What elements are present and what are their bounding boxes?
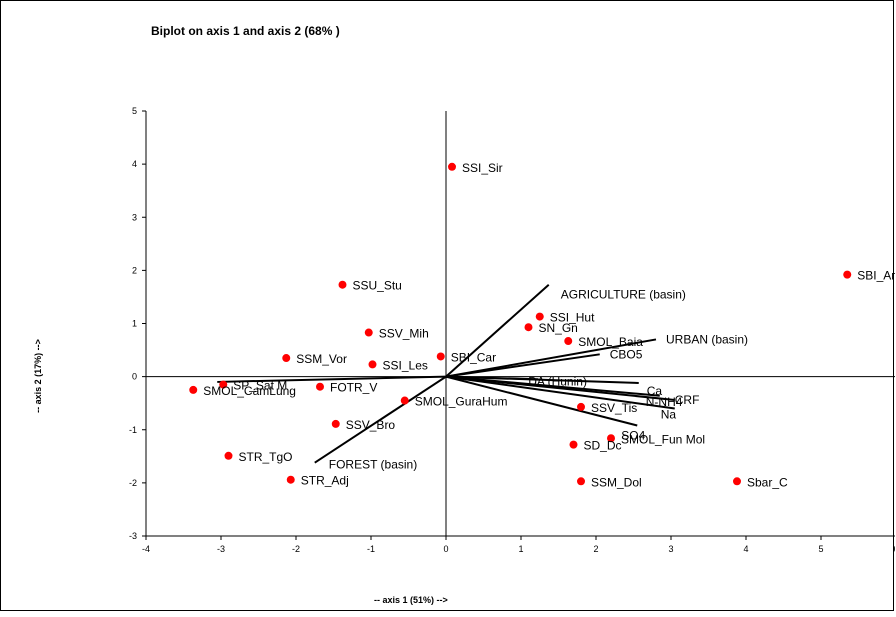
x-tick-label: 1	[518, 544, 523, 554]
point-label: SSI_Les	[383, 358, 428, 372]
y-tick-label: -1	[129, 425, 137, 435]
point-label: SMOL_Baia	[578, 335, 643, 349]
score-point	[282, 354, 291, 363]
loading-vector	[445, 375, 675, 410]
axes: -4 -3 -2 -1 0 1 2 3 4 5 6 -3 -2 -1 0 1 2 3 4 5	[129, 106, 896, 554]
point-label: SSV_Bro	[346, 418, 396, 432]
score-point	[564, 337, 573, 346]
point-label: SD_Dc	[584, 439, 622, 453]
score-point	[535, 312, 544, 321]
score-point	[569, 440, 578, 449]
y-tick-label: 1	[132, 319, 137, 329]
y-tick-label: 2	[132, 265, 137, 275]
x-tick-label: -1	[367, 544, 375, 554]
loading-vector	[445, 375, 675, 401]
vector-label: Na	[661, 408, 677, 422]
x-tick-label: 3	[668, 544, 673, 554]
y-tick-label: 3	[132, 212, 137, 222]
x-tick-label: -2	[292, 544, 300, 554]
point-label: SSI_Sir	[462, 161, 503, 175]
x-tick-label: 2	[593, 544, 598, 554]
score-point	[316, 382, 324, 391]
x-tick-label: -3	[217, 544, 225, 554]
x-axis-label: -- axis 1 (51%) -->	[374, 595, 448, 605]
point-label: SSM_Vor	[296, 352, 347, 366]
score-point	[577, 402, 585, 411]
vector-label: URBAN (basin)	[666, 332, 748, 346]
vector-label: SO4	[621, 429, 645, 443]
score-point	[400, 396, 409, 405]
score-point	[224, 451, 233, 460]
score-point	[338, 280, 347, 289]
score-point	[843, 270, 852, 279]
vector-label: FOREST (basin)	[329, 458, 417, 472]
y-tick-label: 5	[132, 106, 137, 116]
x-tick-label: 6	[893, 544, 895, 554]
loading-vector	[445, 283, 550, 378]
x-tick-label: -4	[142, 544, 150, 554]
point-label: Sbar_C	[747, 475, 788, 489]
point-label: STR_TgO	[239, 450, 293, 464]
point-label: SSI_Hut	[550, 311, 595, 325]
loading-vector	[217, 375, 447, 383]
vector-label: CBO5	[610, 347, 643, 361]
point-label: SMOL_CamLung	[203, 384, 296, 398]
point-label: SBI_Ar	[857, 269, 895, 283]
point-label: SN_Gn	[539, 321, 578, 335]
point-label: SMOL_GuraHum	[415, 395, 508, 409]
score-point	[368, 360, 377, 369]
x-tick-label: 0	[443, 544, 448, 554]
chart-title: Biplot on axis 1 and axis 2 (68% )	[151, 24, 340, 38]
score-point	[577, 477, 585, 486]
loading-vectors: AGRICULTURE (basin)URBAN (basin)CBO5DA (…	[217, 283, 748, 472]
score-point	[733, 477, 741, 486]
point-label: SMOL_Fun Mol	[621, 432, 705, 446]
point-label: FOTR_V	[330, 381, 377, 395]
y-tick-label: 4	[132, 159, 137, 169]
score-point	[189, 385, 198, 394]
score-point	[607, 434, 615, 443]
vector-label: AGRICULTURE (basin)	[561, 288, 686, 302]
point-label: SSV_Mih	[379, 327, 429, 341]
score-point	[286, 475, 295, 484]
score-point	[219, 380, 228, 389]
y-tick-label: -2	[129, 478, 137, 488]
point-label: SSU_Stu	[353, 279, 402, 293]
point-label: SP_Sat M	[233, 379, 287, 393]
score-point	[524, 323, 533, 332]
score-point	[331, 419, 340, 428]
vector-label: CRF	[675, 393, 700, 407]
loading-vector	[445, 353, 600, 378]
score-point	[364, 328, 373, 337]
loading-vector	[445, 338, 657, 378]
y-axis-label: -- axis 2 (17%) -->	[33, 339, 43, 413]
score-point	[436, 352, 445, 361]
y-tick-label: -3	[129, 531, 137, 541]
point-label: STR_Adj	[301, 474, 349, 488]
point-label: SSV_Tis	[591, 401, 637, 415]
x-tick-label: 4	[743, 544, 748, 554]
loading-vector	[445, 375, 639, 384]
loading-vector	[445, 375, 638, 427]
loading-vector	[314, 375, 447, 464]
y-tick-label: 0	[132, 372, 137, 382]
score-point	[448, 162, 456, 171]
x-tick-label: 5	[818, 544, 823, 554]
point-label: SBI_Car	[451, 350, 496, 364]
point-label: SSM_Dol	[591, 475, 642, 489]
